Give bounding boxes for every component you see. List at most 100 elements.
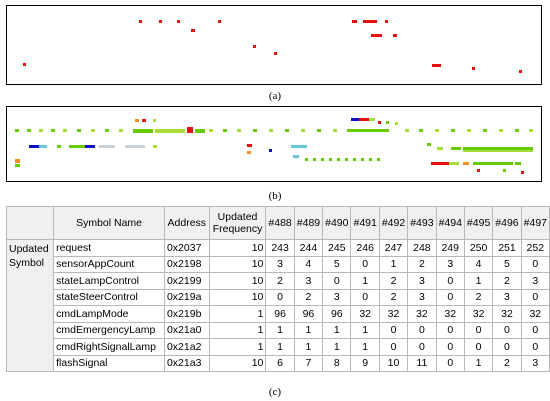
mark [77,129,81,132]
mark [269,149,272,152]
mark [363,20,377,23]
mark [369,118,375,121]
mark [463,150,533,152]
cell-symbol-name: sensorAppCount [53,255,165,273]
cell-value: 0 [520,338,550,356]
cell-value: 3 [265,255,295,273]
cell-value: 96 [293,305,324,323]
memory-map-panel-b [6,106,542,182]
cell-value: 9 [350,354,380,372]
cell-frequency: 10 [208,255,267,273]
mark [451,147,461,150]
cell-value: 1 [265,338,295,356]
cell-symbol-name: cmdLampMode [53,305,165,323]
caption-c: (c) [268,386,282,398]
cell-value: 32 [520,305,550,323]
memory-map-panel-a [6,5,542,85]
cell-value: 243 [265,239,295,257]
mark [333,129,337,132]
mark [187,127,193,133]
cell-value: 244 [293,239,324,257]
mark [483,129,487,132]
mark [177,20,180,23]
mark [39,145,47,148]
mark [293,155,299,158]
cell-value: 1 [350,272,380,290]
cell-value: 32 [378,305,409,323]
mark [69,145,85,148]
cell-frequency: 1 [208,321,267,339]
mark [153,119,156,122]
cell-address: 0x2198 [163,255,210,273]
mark [85,145,95,148]
mark [419,129,423,132]
cell-value: 247 [378,239,409,257]
table-header-row: Symbol Name Address Updated Frequency #4… [5,206,550,240]
mark [51,129,55,132]
cell-value: 10 [378,354,409,372]
cell-value: 3 [492,288,522,306]
cell-value: 0 [407,321,437,339]
mark [463,147,533,150]
mark [27,129,31,132]
cell-value: 6 [265,354,295,372]
cell-value: 2 [378,288,409,306]
table-row: stateSteerControl 0x219a 10 0 2 3 0 2 3 … [7,288,550,306]
mark [369,158,372,161]
cell-value: 0 [463,321,494,339]
table-row: cmdEmergencyLamp 0x21a0 1 1 1 1 1 0 0 0 … [7,321,550,339]
mark [191,29,195,32]
cell-value: 245 [322,239,352,257]
cell-value: 2 [463,288,494,306]
mark [195,129,205,133]
mark [153,145,157,148]
mark [253,129,257,132]
cell-value: 0 [492,338,522,356]
cell-value: 1 [350,338,380,356]
mark [305,158,308,161]
mark [353,158,356,161]
mark [472,67,475,70]
mark [291,145,307,148]
mark [159,20,162,23]
table-row: flashSignal 0x21a3 10 6 7 8 9 10 11 0 1 … [7,354,550,372]
cell-value: 8 [322,354,352,372]
mark [463,162,469,165]
column-header-symbol-name: Symbol Name [53,206,165,240]
mark [377,158,380,161]
cell-value: 1 [378,255,409,273]
cell-address: 0x21a2 [163,338,210,356]
mark [386,121,389,124]
mark [467,129,471,132]
mark [437,147,443,150]
cell-frequency: 10 [208,288,267,306]
mark [133,129,153,133]
cell-value: 1 [293,338,324,356]
cell-symbol-name: cmdEmergencyLamp [53,321,165,339]
cell-frequency: 10 [208,272,267,290]
mark [337,158,340,161]
cell-frequency: 1 [208,338,267,356]
cell-value: 1 [463,272,494,290]
cell-value: 5 [322,255,352,273]
cell-value: 3 [407,272,437,290]
mark [125,145,145,148]
mark [139,20,142,23]
cell-value: 96 [265,305,295,323]
cell-value: 2 [407,255,437,273]
cell-value: 0 [435,338,465,356]
column-header-build: #488 [265,206,295,240]
cell-address: 0x21a3 [163,354,210,372]
cell-frequency: 1 [208,305,267,323]
mark [321,158,324,161]
mark [39,129,43,132]
mark [301,129,305,132]
table-row: sensorAppCount 0x2198 10 3 4 5 0 1 2 3 4… [7,255,550,273]
mark [218,20,221,23]
mark [247,151,251,154]
mark [378,121,381,124]
table-body: Updated Symbol request 0x2037 10 243 244… [5,239,550,372]
mark [359,118,369,121]
mark [253,45,256,48]
mark [515,129,519,132]
